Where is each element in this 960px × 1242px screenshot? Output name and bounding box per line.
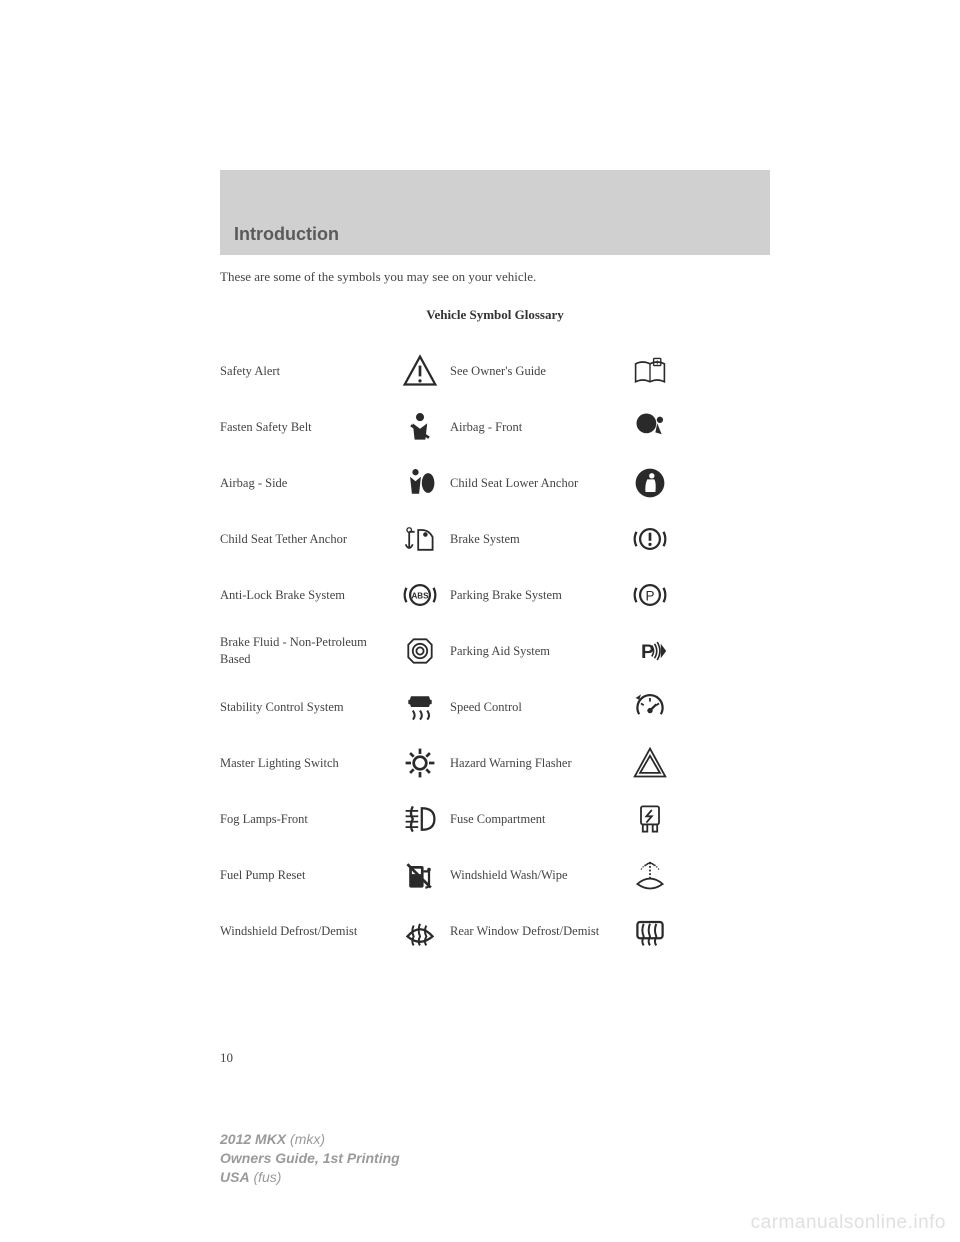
symbol-label-left: Master Lighting Switch: [220, 755, 390, 772]
manual-page: Introduction These are some of the symbo…: [0, 0, 960, 959]
stability-icon: [390, 689, 450, 725]
symbol-label-left: Brake Fluid - Non-Petroleum Based: [220, 634, 390, 668]
fuel-reset-icon: [390, 857, 450, 893]
brake-fluid-icon: [390, 633, 450, 669]
section-header: Introduction: [220, 170, 770, 255]
symbol-label-right: Brake System: [450, 531, 620, 548]
page-number: 10: [220, 1050, 233, 1066]
symbol-label-right: Rear Window Defrost/Demist: [450, 923, 620, 940]
footer-line3a: USA: [220, 1169, 250, 1185]
symbol-label-left: Child Seat Tether Anchor: [220, 531, 390, 548]
wash-wipe-icon: [620, 857, 680, 893]
glossary-row: Airbag - Side Child Seat Lower Anchor: [220, 455, 770, 511]
symbol-label-left: Windshield Defrost/Demist: [220, 923, 390, 940]
symbol-label-left: Stability Control System: [220, 699, 390, 716]
symbol-glossary: Safety Alert See Owner's Guide i Fasten …: [220, 343, 770, 959]
symbol-label-left: Fuel Pump Reset: [220, 867, 390, 884]
intro-text: These are some of the symbols you may se…: [220, 269, 770, 285]
symbol-label-right: Parking Brake System: [450, 587, 620, 604]
glossary-row: Child Seat Tether Anchor Brake System: [220, 511, 770, 567]
tether-anchor-icon: [390, 521, 450, 557]
svg-text:P: P: [641, 641, 654, 663]
defrost-rear-icon: [620, 913, 680, 949]
seatbelt-icon: [390, 409, 450, 445]
glossary-row: Stability Control System Speed Control: [220, 679, 770, 735]
glossary-row: Anti-Lock Brake System ABS Parking Brake…: [220, 567, 770, 623]
symbol-label-right: Speed Control: [450, 699, 620, 716]
svg-text:ABS: ABS: [411, 592, 429, 601]
section-title: Introduction: [234, 224, 339, 245]
symbol-label-left: Anti-Lock Brake System: [220, 587, 390, 604]
airbag-side-icon: [390, 465, 450, 501]
glossary-row: Fog Lamps-Front Fuse Compartment: [220, 791, 770, 847]
owners-guide-icon: i: [620, 353, 680, 389]
child-anchor-icon: [620, 465, 680, 501]
glossary-row: Master Lighting Switch Hazard Warning Fl…: [220, 735, 770, 791]
symbol-label-right: Windshield Wash/Wipe: [450, 867, 620, 884]
footer-line3b: (fus): [253, 1169, 281, 1185]
glossary-row: Fasten Safety Belt Airbag - Front: [220, 399, 770, 455]
glossary-row: Brake Fluid - Non-Petroleum Based Parkin…: [220, 623, 770, 679]
speed-control-icon: [620, 689, 680, 725]
parking-aid-icon: P: [620, 633, 680, 669]
symbol-label-right: Parking Aid System: [450, 643, 620, 660]
symbol-label-left: Fasten Safety Belt: [220, 419, 390, 436]
glossary-row: Windshield Defrost/Demist Rear Window De…: [220, 903, 770, 959]
symbol-label-right: Fuse Compartment: [450, 811, 620, 828]
abs-icon: ABS: [390, 577, 450, 613]
symbol-label-left: Fog Lamps-Front: [220, 811, 390, 828]
svg-text:i: i: [656, 359, 658, 366]
watermark: carmanualsonline.info: [751, 1212, 946, 1234]
symbol-label-right: Child Seat Lower Anchor: [450, 475, 620, 492]
glossary-row: Safety Alert See Owner's Guide i: [220, 343, 770, 399]
glossary-title: Vehicle Symbol Glossary: [220, 307, 770, 323]
footer-model-code: (mkx): [290, 1131, 325, 1147]
airbag-front-icon: [620, 409, 680, 445]
symbol-label-left: Safety Alert: [220, 363, 390, 380]
svg-text:P: P: [645, 588, 654, 603]
parking-brake-icon: P: [620, 577, 680, 613]
hazard-icon: [620, 745, 680, 781]
safety-alert-icon: [390, 353, 450, 389]
glossary-row: Fuel Pump Reset Windshield Wash/Wipe: [220, 847, 770, 903]
fuse-icon: [620, 801, 680, 837]
footer: 2012 MKX (mkx) Owners Guide, 1st Printin…: [220, 1130, 400, 1187]
lighting-icon: [390, 745, 450, 781]
defrost-front-icon: [390, 913, 450, 949]
symbol-label-right: Hazard Warning Flasher: [450, 755, 620, 772]
symbol-label-left: Airbag - Side: [220, 475, 390, 492]
footer-model: 2012 MKX: [220, 1131, 286, 1147]
symbol-label-right: See Owner's Guide: [450, 363, 620, 380]
fog-lamps-icon: [390, 801, 450, 837]
symbol-label-right: Airbag - Front: [450, 419, 620, 436]
footer-line2: Owners Guide, 1st Printing: [220, 1149, 400, 1168]
brake-icon: [620, 521, 680, 557]
